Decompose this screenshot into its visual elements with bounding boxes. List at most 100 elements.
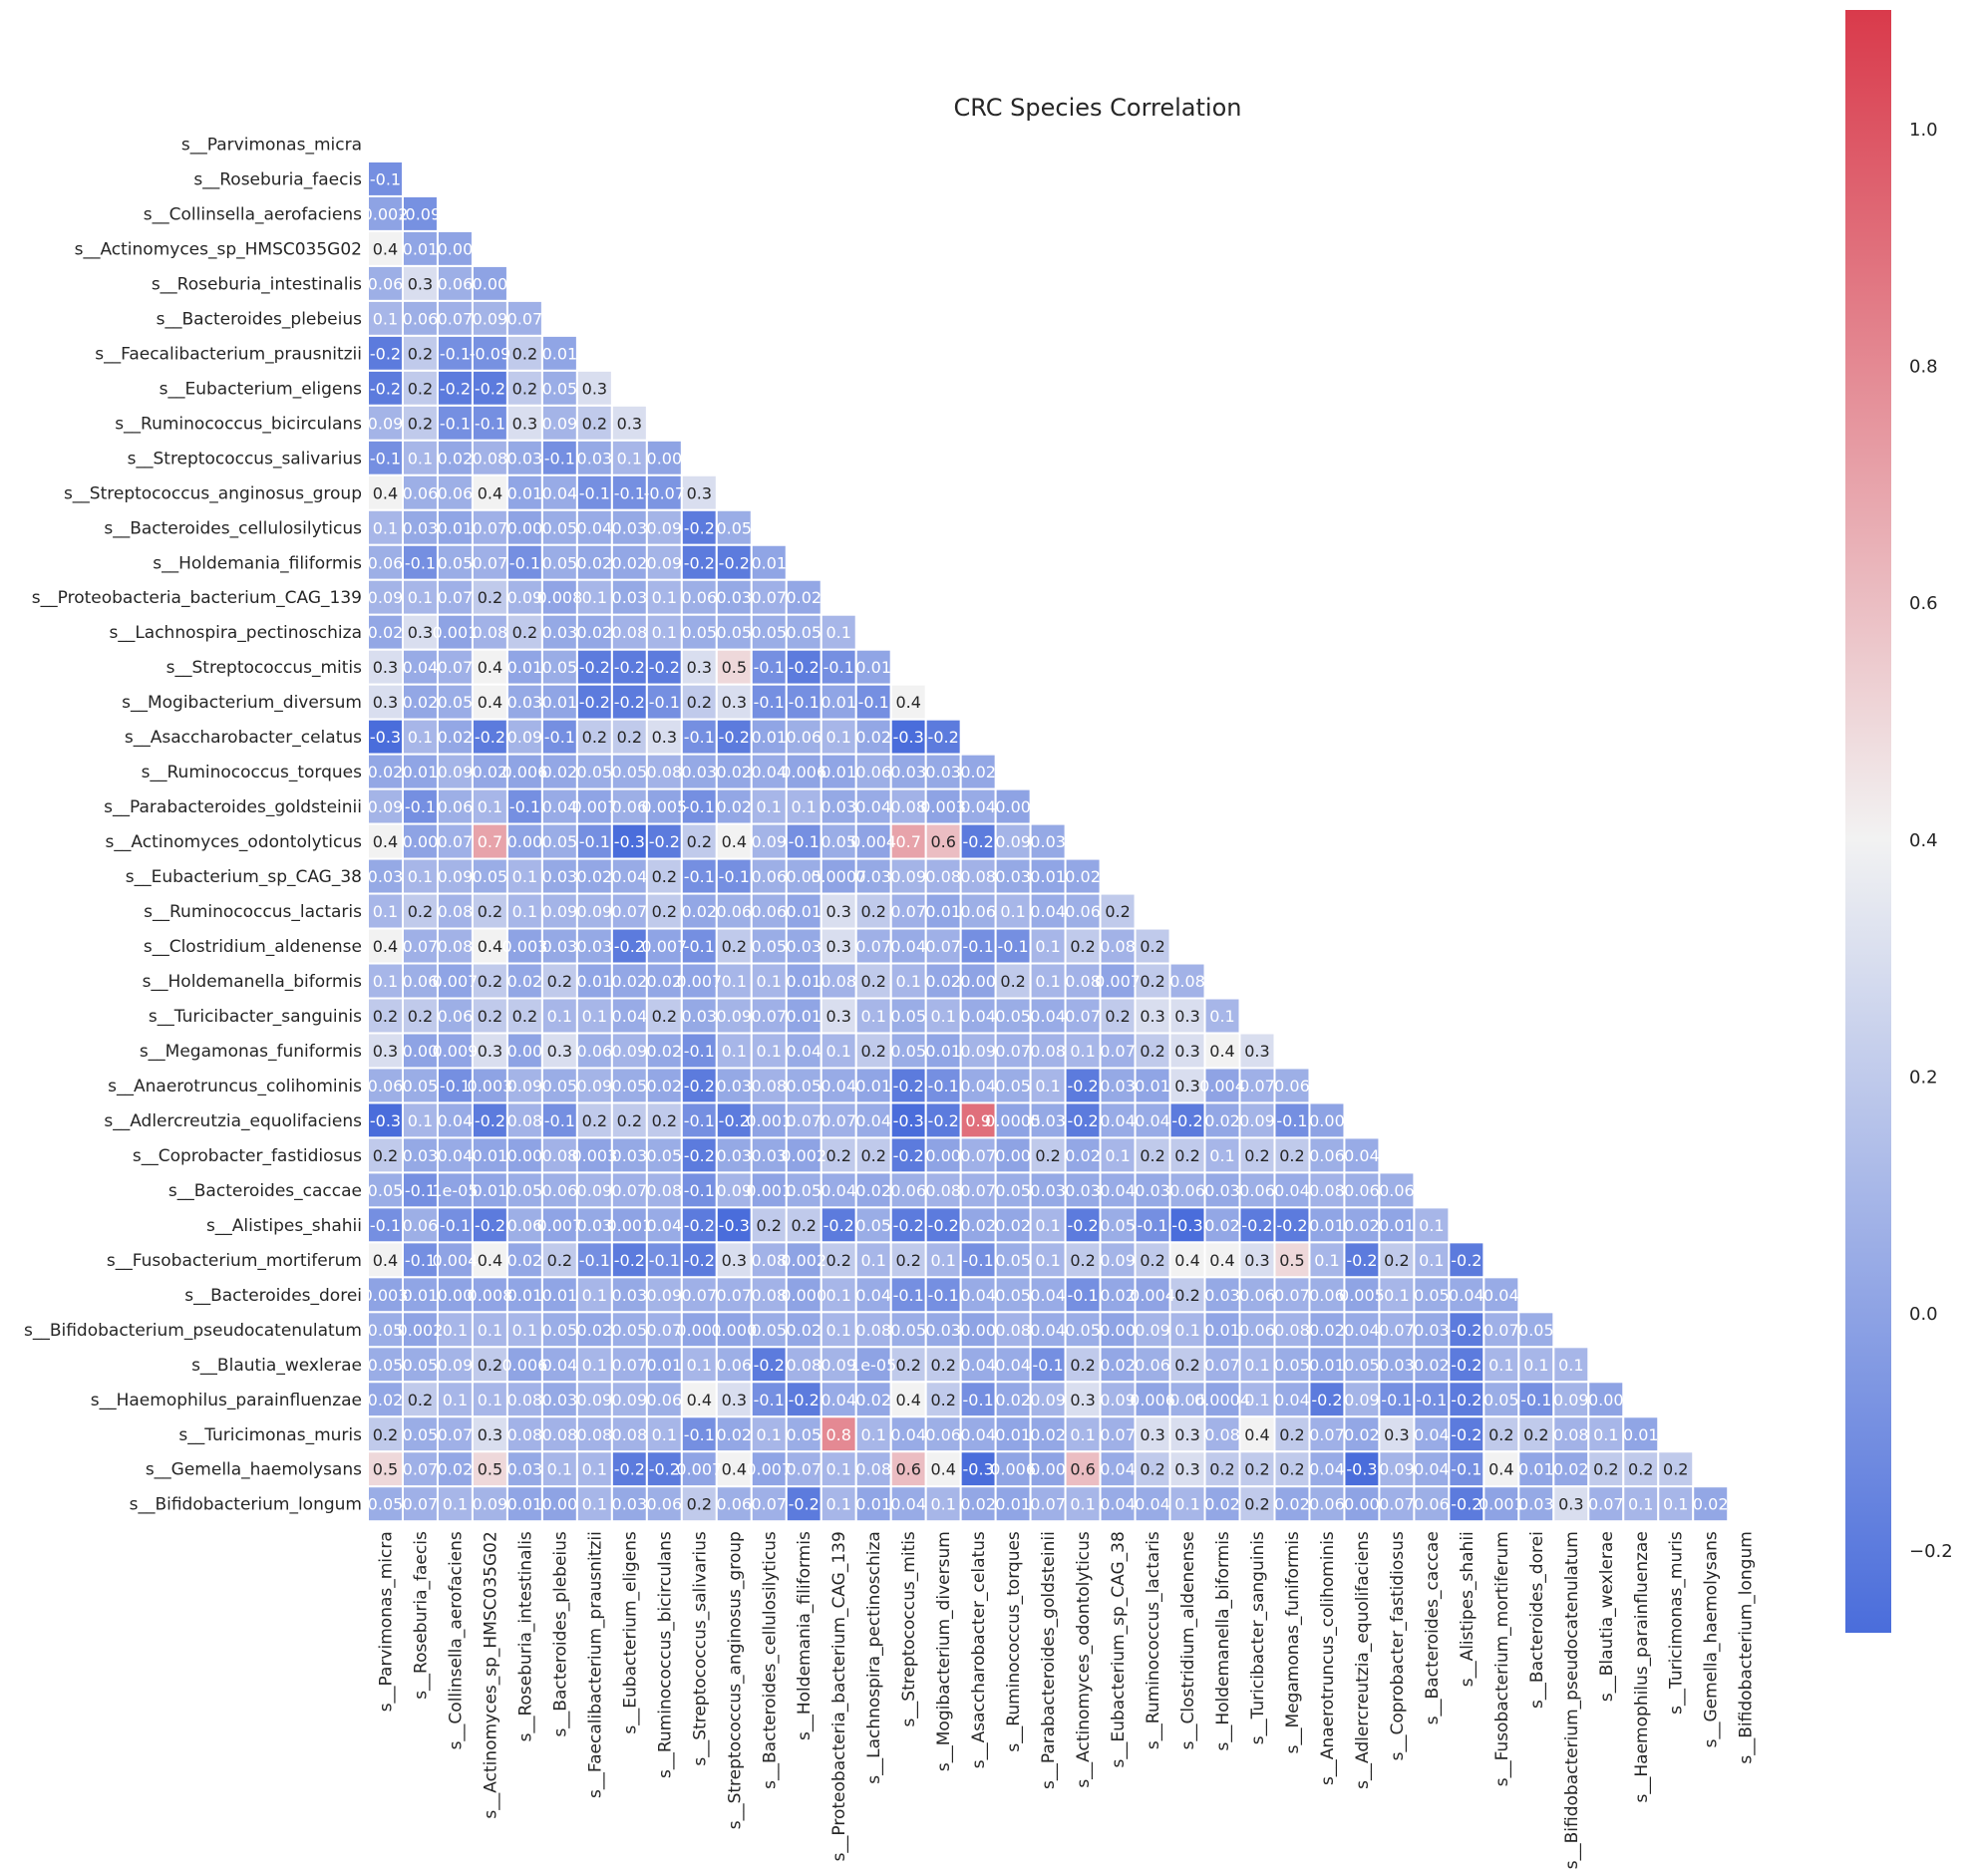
cell-annotation: 0.2 bbox=[478, 972, 502, 991]
cell-annotation: 0.07 bbox=[438, 309, 474, 328]
cell-annotation: 0.05 bbox=[995, 1077, 1031, 1095]
cell-annotation: 0.08 bbox=[1169, 972, 1205, 991]
heatmap-cell bbox=[540, 1381, 578, 1418]
cell-annotation: 0.00 bbox=[1344, 1495, 1380, 1514]
cell-annotation: -0.2 bbox=[614, 1251, 645, 1270]
row-label: s__Holdemania_filiformis bbox=[153, 553, 362, 573]
column-label: s__Actinomyces_odontolyticus bbox=[1074, 1531, 1094, 1788]
heatmap-cell bbox=[1308, 1171, 1346, 1209]
heatmap-cell bbox=[1134, 1485, 1171, 1523]
cell-annotation: 0.00 bbox=[995, 797, 1031, 816]
cell-annotation: 0.1 bbox=[757, 1042, 782, 1061]
row-label: s__Haemophilus_parainfluenzae bbox=[91, 1391, 362, 1410]
cell-annotation: 0.03 bbox=[716, 1146, 752, 1165]
cell-annotation: -0.2 bbox=[1067, 1111, 1098, 1130]
cell-annotation: 0.003 bbox=[502, 937, 548, 956]
cell-annotation: 0.04 bbox=[1030, 1321, 1066, 1340]
cell-annotation: 0.04 bbox=[1030, 1007, 1066, 1026]
column-label: s__Ruminococcus_lactaris bbox=[1144, 1531, 1163, 1749]
heatmap-cell bbox=[889, 822, 927, 860]
cell-annotation: 0.3 bbox=[408, 274, 433, 293]
cell-annotation: -0.1 bbox=[614, 483, 645, 502]
cell-annotation: 0.05 bbox=[681, 623, 717, 642]
cell-annotation: 0.1 bbox=[582, 1286, 607, 1305]
cell-annotation: 0.05 bbox=[786, 623, 822, 642]
cell-annotation: 0.09 bbox=[1100, 1391, 1136, 1409]
heatmap-cell bbox=[1064, 1311, 1102, 1349]
cell-annotation: 0.4 bbox=[1174, 1251, 1199, 1270]
cell-annotation: -0.1 bbox=[1451, 1460, 1481, 1479]
heatmap-cell bbox=[1482, 1346, 1520, 1384]
cell-annotation: 0.2 bbox=[1035, 1146, 1060, 1165]
cell-annotation: 0.05 bbox=[542, 658, 578, 677]
cell-annotation: 0.09 bbox=[577, 1077, 613, 1095]
column-label: s__Lachnospira_pectinoschiza bbox=[864, 1531, 884, 1784]
heatmap-cell bbox=[1099, 1485, 1137, 1523]
cell-annotation: 0.2 bbox=[1140, 937, 1164, 956]
cell-annotation: 0.2 bbox=[1279, 1460, 1304, 1479]
cell-annotation: -0.1 bbox=[684, 1425, 715, 1444]
cell-annotation: 0.02 bbox=[1204, 1216, 1240, 1235]
cell-annotation: 0.03 bbox=[403, 518, 439, 537]
cell-annotation: 0.04 bbox=[1309, 1460, 1345, 1479]
cell-annotation: 0.04 bbox=[960, 1077, 996, 1095]
cell-annotation: -0.3 bbox=[1171, 1216, 1202, 1235]
cell-annotation: 0.06 bbox=[368, 553, 404, 572]
heatmap-cell bbox=[959, 1381, 997, 1418]
cell-annotation: 0.06 bbox=[403, 972, 439, 991]
cell-annotation: 0.0004 bbox=[1194, 1391, 1250, 1409]
cell-annotation: 0.1 bbox=[930, 1007, 955, 1026]
column-label: s__Anaerotruncus_colihominis bbox=[1318, 1531, 1338, 1785]
cell-annotation: 0.07 bbox=[1309, 1425, 1345, 1444]
heatmap-cell bbox=[1064, 1450, 1102, 1488]
cell-annotation: 0.07 bbox=[612, 1356, 648, 1375]
cell-annotation: 0.08 bbox=[507, 1391, 543, 1409]
row-label: s__Streptococcus_anginosus_group bbox=[64, 483, 362, 503]
heatmap-cell bbox=[1622, 1485, 1660, 1523]
row-label: s__Parvimonas_micra bbox=[181, 135, 362, 155]
cell-annotation: -0.1 bbox=[579, 832, 610, 851]
cell-annotation: -0.2 bbox=[579, 693, 610, 712]
heatmap-cell bbox=[1064, 1171, 1102, 1209]
cell-annotation: 0.006 bbox=[1130, 1391, 1175, 1409]
cell-annotation: 0.04 bbox=[855, 1111, 891, 1130]
cell-annotation: 0.006 bbox=[502, 1356, 548, 1375]
heatmap-cell bbox=[401, 1415, 439, 1453]
cell-annotation: 0.08 bbox=[473, 623, 508, 642]
cell-annotation: 0.06 bbox=[1239, 1321, 1275, 1340]
heatmap-cell bbox=[575, 718, 613, 756]
heatmap-cell bbox=[1343, 1276, 1381, 1314]
heatmap-cell bbox=[436, 1136, 474, 1174]
cell-annotation: 0.03 bbox=[1414, 1321, 1450, 1340]
cell-annotation: 0.5 bbox=[1279, 1251, 1304, 1270]
cell-annotation: 0.02 bbox=[1065, 867, 1101, 886]
cell-annotation: -0.1 bbox=[963, 937, 994, 956]
heatmap-cell bbox=[680, 473, 718, 511]
cell-annotation: 0.2 bbox=[1174, 1356, 1199, 1375]
cell-annotation: 0.01 bbox=[507, 658, 543, 677]
cell-annotation: 0.04 bbox=[1030, 902, 1066, 921]
cell-annotation: 0.02 bbox=[368, 1391, 404, 1409]
heatmap-cell bbox=[924, 1415, 962, 1453]
cell-annotation: 0.01 bbox=[1030, 867, 1066, 886]
heatmap-cell bbox=[610, 1241, 648, 1279]
cell-annotation: -0.2 bbox=[614, 937, 645, 956]
heatmap-cell bbox=[750, 822, 788, 860]
row-label: s__Blautia_wexlerae bbox=[191, 1356, 362, 1376]
column-label: s__Bacteroides_dorei bbox=[1527, 1531, 1547, 1709]
column-label: s__Ruminococcus_bicirculans bbox=[655, 1531, 675, 1778]
cell-annotation: -0.2 bbox=[475, 1111, 505, 1130]
cell-annotation: 0.08 bbox=[1100, 937, 1136, 956]
cell-annotation: -0.2 bbox=[893, 1146, 924, 1165]
cell-annotation: 0.3 bbox=[687, 483, 712, 502]
heatmap-cell bbox=[750, 1276, 788, 1314]
cell-annotation: 0.06 bbox=[577, 1042, 613, 1061]
cell-annotation: 0.07 bbox=[716, 1286, 752, 1305]
cell-annotation: 0.03 bbox=[507, 693, 543, 712]
cell-annotation: 0.00 bbox=[1588, 1391, 1624, 1409]
cell-annotation: 0.02 bbox=[786, 1321, 822, 1340]
cell-annotation: 0.07 bbox=[751, 1495, 787, 1514]
cell-annotation: 0.07 bbox=[681, 1286, 717, 1305]
cell-annotation: 0.06 bbox=[1135, 1356, 1170, 1375]
cell-annotation: 0.1 bbox=[757, 972, 782, 991]
